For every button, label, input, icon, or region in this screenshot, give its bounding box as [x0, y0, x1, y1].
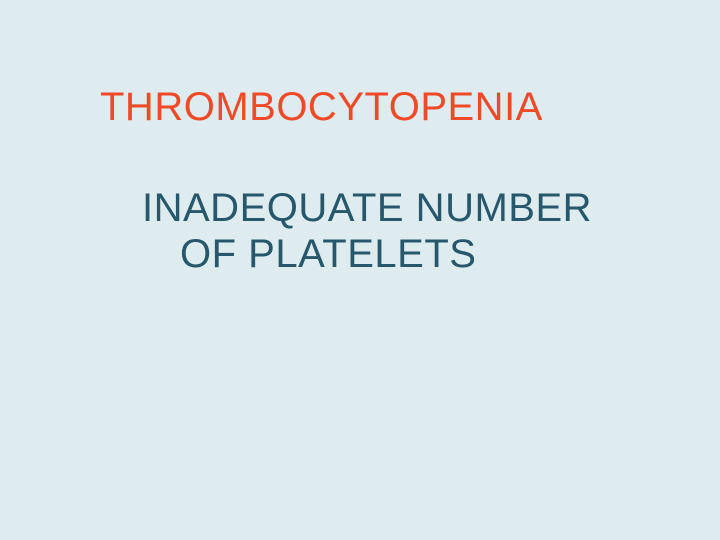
slide-container: THROMBOCYTOPENIA INADEQUATE NUMBER OF PL…	[0, 0, 720, 540]
subtitle-line-1: INADEQUATE NUMBER	[142, 185, 640, 231]
subtitle-line-2: OF PLATELETS	[142, 231, 640, 277]
slide-title: THROMBOCYTOPENIA	[100, 85, 640, 130]
slide-subtitle: INADEQUATE NUMBER OF PLATELETS	[100, 185, 640, 277]
